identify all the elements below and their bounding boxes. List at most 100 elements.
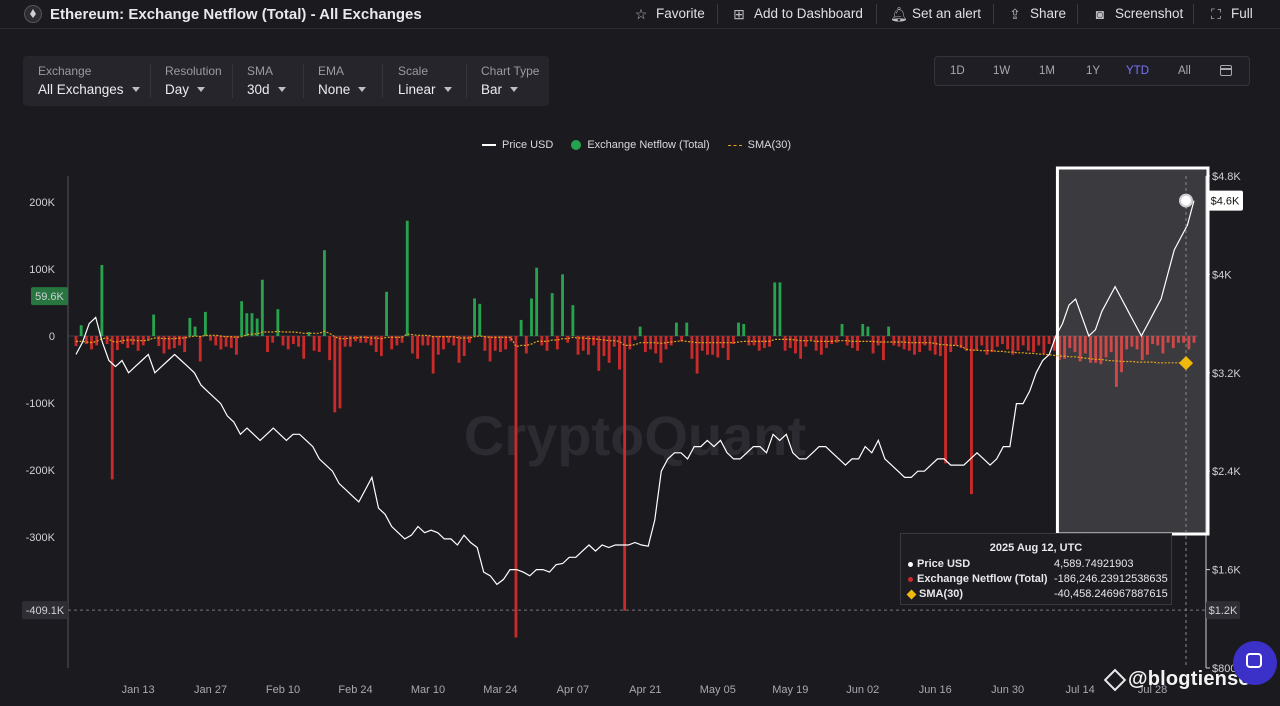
outflow-bar[interactable] — [271, 336, 275, 343]
outflow-bar[interactable] — [1026, 336, 1030, 351]
outflow-bar[interactable] — [209, 336, 212, 341]
inflow-bar[interactable] — [638, 326, 642, 336]
outflow-bar[interactable] — [788, 336, 792, 349]
outflow-bar[interactable] — [462, 336, 466, 357]
outflow-bar[interactable] — [266, 336, 269, 353]
scale-select[interactable]: Scale Linear — [398, 64, 452, 97]
outflow-bar[interactable] — [1047, 336, 1051, 345]
outflow-bar[interactable] — [126, 336, 130, 349]
outflow-bar[interactable] — [328, 336, 332, 361]
outflow-bar[interactable] — [980, 336, 984, 346]
outflow-bar[interactable] — [1011, 336, 1015, 355]
outflow-bar[interactable] — [731, 336, 735, 345]
outflow-bar[interactable] — [721, 336, 725, 349]
inflow-bar[interactable] — [79, 325, 83, 336]
legend-sma[interactable]: SMA(30) — [727, 139, 791, 151]
ema-select[interactable]: EMA None — [318, 64, 367, 97]
outflow-bar[interactable] — [364, 336, 368, 343]
outflow-bar[interactable] — [1052, 336, 1056, 351]
outflow-bar[interactable] — [121, 336, 125, 345]
inflow-bar[interactable] — [250, 313, 254, 336]
outflow-bar[interactable] — [876, 336, 880, 346]
outflow-bar[interactable] — [618, 336, 621, 370]
outflow-bar[interactable] — [317, 336, 321, 353]
inflow-bar[interactable] — [203, 311, 207, 336]
range-1d-button[interactable]: 1D — [950, 65, 965, 77]
share-button[interactable]: ⇪ Share — [1008, 6, 1066, 21]
outflow-bar[interactable] — [235, 336, 238, 355]
outflow-bar[interactable] — [1171, 336, 1175, 349]
outflow-bar[interactable] — [374, 336, 378, 353]
inflow-bar[interactable] — [674, 322, 678, 336]
outflow-bar[interactable] — [545, 336, 549, 351]
inflow-bar[interactable] — [100, 264, 104, 336]
set-alert-button[interactable]: 🔔︎ Set an alert — [890, 6, 981, 21]
outflow-bar[interactable] — [1094, 336, 1098, 363]
outflow-bar[interactable] — [452, 336, 456, 346]
inflow-bar[interactable] — [773, 282, 777, 336]
outflow-bar[interactable] — [695, 336, 699, 374]
legend-price[interactable]: Price USD — [482, 139, 553, 151]
outflow-bar[interactable] — [219, 336, 223, 350]
outflow-bar[interactable] — [680, 336, 684, 342]
inflow-bar[interactable] — [887, 326, 891, 336]
outflow-bar[interactable] — [1016, 336, 1020, 351]
outflow-bar[interactable] — [985, 336, 989, 355]
outflow-bar[interactable] — [700, 336, 704, 351]
outflow-bar[interactable] — [1104, 336, 1108, 358]
outflow-bar[interactable] — [183, 336, 187, 353]
inflow-bar[interactable] — [866, 326, 870, 336]
outflow-bar[interactable] — [1120, 336, 1123, 373]
inflow-bar[interactable] — [307, 331, 311, 336]
outflow-bar[interactable] — [291, 336, 295, 345]
legend-netflow[interactable]: Exchange Netflow (Total) — [571, 139, 710, 151]
outflow-bar[interactable] — [995, 336, 999, 347]
outflow-bar[interactable] — [457, 336, 461, 363]
outflow-bar[interactable] — [1192, 336, 1196, 343]
outflow-bar[interactable] — [411, 336, 414, 354]
inflow-bar[interactable] — [385, 291, 388, 336]
inflow-bar[interactable] — [861, 323, 865, 336]
outflow-bar[interactable] — [907, 336, 911, 351]
outflow-bar[interactable] — [933, 336, 937, 355]
outflow-bar[interactable] — [1032, 336, 1035, 353]
outflow-bar[interactable] — [1001, 336, 1004, 345]
range-1y-button[interactable]: 1Y — [1086, 65, 1101, 77]
outflow-bar[interactable] — [990, 336, 994, 353]
outflow-bar[interactable] — [499, 336, 502, 353]
inflow-bar[interactable] — [519, 319, 523, 336]
outflow-bar[interactable] — [871, 336, 875, 354]
outflow-bar[interactable] — [1114, 336, 1118, 387]
inflow-bar[interactable] — [535, 267, 539, 336]
outflow-bar[interactable] — [1089, 336, 1092, 363]
outflow-bar[interactable] — [110, 336, 114, 480]
outflow-bar[interactable] — [286, 336, 290, 350]
outflow-bar[interactable] — [281, 336, 285, 346]
outflow-bar[interactable] — [592, 336, 596, 346]
outflow-bar[interactable] — [757, 336, 761, 351]
outflow-bar[interactable] — [897, 336, 901, 347]
inflow-bar[interactable] — [188, 317, 192, 336]
full-button[interactable]: ⛶ Full — [1209, 6, 1253, 21]
outflow-bar[interactable] — [597, 336, 601, 371]
outflow-bar[interactable] — [623, 336, 627, 611]
outflow-bar[interactable] — [799, 336, 803, 359]
outflow-bar[interactable] — [882, 336, 885, 361]
outflow-bar[interactable] — [1187, 336, 1191, 350]
outflow-bar[interactable] — [338, 336, 342, 409]
outflow-bar[interactable] — [509, 336, 513, 342]
inflow-bar[interactable] — [255, 318, 259, 336]
outflow-bar[interactable] — [483, 336, 487, 351]
outflow-bar[interactable] — [147, 336, 150, 341]
outflow-bar[interactable] — [229, 336, 233, 349]
outflow-bar[interactable] — [348, 336, 352, 347]
outflow-bar[interactable] — [944, 336, 947, 464]
outflow-bar[interactable] — [814, 336, 818, 351]
price-line[interactable] — [75, 200, 1195, 586]
chart-type-select[interactable]: Chart Type Bar — [481, 64, 539, 97]
inflow-bar[interactable] — [152, 314, 156, 336]
inflow-bar[interactable] — [193, 326, 197, 336]
outflow-bar[interactable] — [1140, 336, 1144, 361]
outflow-bar[interactable] — [1145, 336, 1149, 355]
